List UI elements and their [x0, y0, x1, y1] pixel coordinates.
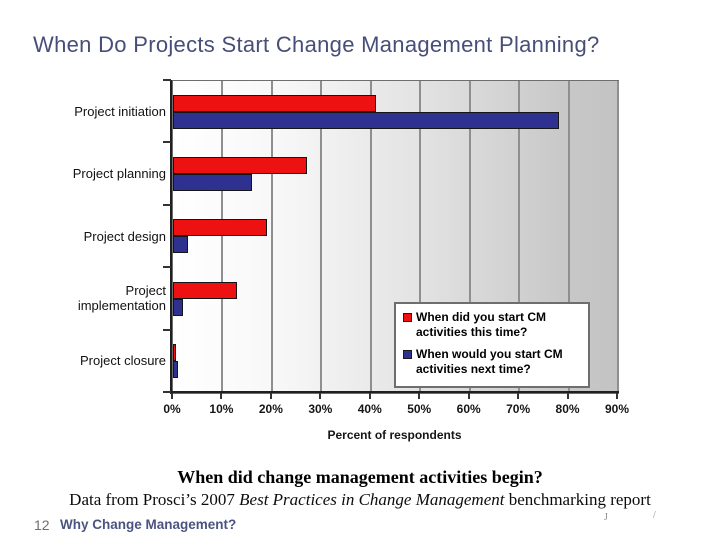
legend-swatch-red — [403, 313, 412, 322]
x-tick-mark — [418, 393, 421, 399]
x-tick-label: 30% — [308, 402, 333, 416]
legend-label: When did you start CM activities this ti… — [416, 310, 546, 339]
x-tick-label: 60% — [456, 402, 481, 416]
source-report-title: Best Practices in Change Management — [239, 490, 505, 509]
x-tick-label: 0% — [163, 402, 181, 416]
category-labels: Project initiation Project planning Projec… — [38, 80, 166, 392]
gridline — [369, 81, 372, 393]
category-label: Project closure — [80, 353, 166, 369]
slide-title: When Do Projects Start Change Management… — [33, 32, 600, 57]
stray-mark: / — [653, 510, 656, 521]
bar-this-time — [173, 156, 307, 174]
category-label: Project implementation — [77, 283, 166, 314]
x-tick-label: 50% — [407, 402, 432, 416]
legend-item: When did you start CM activities this ti… — [403, 310, 584, 340]
x-tick-label: 70% — [506, 402, 531, 416]
bar-next-time — [173, 298, 183, 316]
category-label: Project design — [83, 228, 166, 244]
y-tick-mark — [163, 391, 171, 393]
x-tick-mark — [220, 393, 223, 399]
y-axis-line — [170, 80, 172, 394]
source-suffix: benchmarking report — [504, 490, 651, 509]
x-tick-mark — [566, 393, 569, 399]
source-prefix: Data from Prosci’s 2007 — [69, 490, 240, 509]
plot-area: When did you start CM activities this ti… — [172, 80, 619, 394]
x-tick-mark — [467, 393, 470, 399]
x-axis-title: Percent of respondents — [327, 428, 462, 442]
bar-this-time — [173, 219, 267, 237]
stray-mark: J — [604, 512, 608, 523]
x-tick-mark — [269, 393, 272, 399]
category-label: Project initiation — [74, 103, 166, 119]
x-tick-label: 80% — [555, 402, 580, 416]
gridline — [419, 81, 422, 393]
legend-item: When would you start CM activities next … — [403, 347, 584, 377]
legend-swatch-blue — [403, 350, 412, 359]
chart-caption-heading: When did change management activities be… — [177, 467, 543, 487]
legend: When did you start CM activities this ti… — [394, 302, 590, 388]
bar-next-time — [173, 361, 178, 379]
category-label: Project planning — [72, 166, 166, 182]
x-tick-mark — [517, 393, 520, 399]
x-tick-label: 90% — [604, 402, 630, 416]
gridline — [468, 81, 471, 393]
gridline — [617, 81, 619, 393]
gridline — [567, 81, 570, 393]
gridline — [270, 81, 273, 393]
legend-label: When would you start CM activities next … — [416, 347, 563, 376]
bar-next-time — [173, 111, 559, 129]
y-tick-mark — [163, 266, 171, 269]
y-tick-mark — [163, 203, 171, 206]
footer-title: Why Change Management? — [60, 517, 237, 532]
y-tick-mark — [163, 79, 171, 81]
gridline — [518, 81, 521, 393]
bar-this-time — [173, 281, 238, 299]
bar-next-time — [173, 173, 253, 191]
x-tick-mark — [319, 393, 322, 399]
page-number: 12 — [34, 517, 50, 533]
gridline — [320, 81, 323, 393]
x-axis-line — [170, 391, 619, 393]
x-tick-mark — [616, 393, 618, 399]
x-tick-mark — [368, 393, 371, 399]
y-tick-mark — [163, 141, 171, 144]
x-tick-label: 10% — [209, 402, 234, 416]
x-tick-labels: 0% 10% 20% 30% 40% 50% 60% 70% 80% 90% — [163, 402, 629, 418]
bar-this-time — [173, 94, 376, 112]
x-tick-mark — [171, 393, 173, 399]
bar-next-time — [173, 236, 188, 254]
gridline — [221, 81, 224, 393]
bar-this-time — [173, 344, 176, 362]
chart-source-line: Data from Prosci’s 2007 Best Practices i… — [15, 490, 705, 510]
y-tick-mark — [163, 328, 171, 331]
x-tick-label: 20% — [258, 402, 283, 416]
x-tick-label: 40% — [357, 402, 382, 416]
